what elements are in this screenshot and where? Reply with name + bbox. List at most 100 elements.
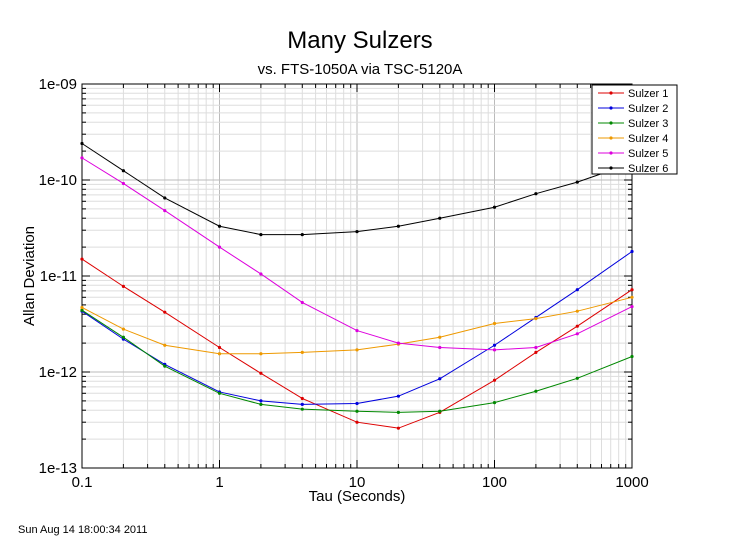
data-point [492, 401, 497, 405]
data-point [163, 343, 167, 347]
data-point [630, 249, 634, 254]
legend-marker [609, 106, 613, 110]
data-point [396, 224, 400, 228]
data-point [492, 321, 497, 326]
data-point [259, 399, 263, 403]
x-tick-label: 0.1 [72, 474, 93, 491]
data-point [492, 343, 497, 347]
data-point [121, 327, 125, 331]
data-point [80, 156, 84, 160]
y-tick-label: 1e-09 [39, 76, 77, 93]
y-axis-label: Allan Deviation [21, 226, 38, 326]
y-tick-label: 1e-10 [39, 172, 77, 189]
data-point [300, 402, 304, 406]
data-point [492, 348, 497, 352]
legend-marker [609, 151, 613, 155]
data-point [575, 309, 579, 313]
legend-entry-4: Sulzer 4 [598, 133, 668, 145]
data-point [259, 272, 263, 276]
legend-entry-6: Sulzer 6 [598, 163, 668, 175]
data-point [355, 230, 359, 234]
data-point [492, 378, 497, 382]
legend-label: Sulzer 3 [628, 118, 668, 130]
data-point [438, 216, 442, 220]
data-point [355, 401, 359, 406]
data-point [217, 245, 222, 249]
data-point [217, 352, 222, 356]
data-point [355, 409, 359, 413]
data-point [121, 169, 125, 173]
data-point [355, 328, 359, 333]
x-tick-label: 1 [215, 474, 223, 491]
axis-ticks: 0.1 1 10 100 1000 1e-13 1e-12 1e-11 1e-10 1e-09 [39, 76, 649, 491]
legend-label: Sulzer 2 [628, 103, 668, 115]
legend-marker [609, 166, 613, 170]
legend-marker [609, 136, 613, 140]
y-tick-label: 1e-13 [39, 460, 77, 477]
legend-label: Sulzer 1 [628, 88, 668, 100]
data-point [534, 192, 538, 196]
data-point [575, 180, 579, 184]
data-point [355, 348, 359, 352]
data-point [396, 410, 400, 414]
data-point [121, 284, 125, 288]
data-point [217, 391, 222, 395]
series-6 [80, 141, 634, 237]
data-point [300, 300, 304, 305]
legend-box [591, 84, 678, 175]
data-point [259, 232, 263, 237]
data-point [259, 371, 263, 375]
data-point [534, 316, 538, 321]
data-point [438, 345, 442, 350]
data-point [534, 345, 538, 350]
legend-marker [609, 121, 613, 125]
legend-entry-1: Sulzer 1 [598, 88, 668, 100]
data-point [575, 288, 579, 292]
data-point [80, 308, 84, 312]
data-point [259, 352, 263, 356]
data-point [438, 335, 442, 339]
data-point [121, 335, 125, 339]
data-point [575, 376, 579, 380]
data-point [438, 377, 442, 381]
data-point [630, 295, 634, 299]
legend-entry-2: Sulzer 2 [598, 103, 668, 115]
legend: Sulzer 1 Sulzer 2 Sulzer 3 Sulzer 4 Sulzer 5… [591, 84, 678, 175]
data-point [300, 407, 304, 411]
data-point [355, 420, 359, 424]
data-point [217, 224, 222, 228]
data-point [163, 310, 167, 314]
legend-label: Sulzer 6 [628, 163, 668, 175]
data-point [396, 426, 400, 430]
data-point [80, 305, 84, 310]
x-tick-label: 1000 [615, 474, 648, 491]
data-point [217, 345, 222, 350]
y-tick-label: 1e-11 [40, 268, 77, 285]
data-point [534, 350, 538, 355]
data-point [630, 305, 634, 309]
data-point [163, 209, 167, 213]
data-point [575, 332, 579, 336]
data-point [575, 324, 579, 328]
y-tick-label: 1e-12 [39, 364, 77, 381]
data-point [121, 181, 125, 186]
series-lines [80, 141, 634, 430]
data-point [438, 409, 442, 413]
data-point [80, 257, 84, 261]
chart-subtitle: vs. FTS-1050A via TSC-5120A [258, 61, 463, 78]
data-point [534, 389, 538, 393]
legend-entry-3: Sulzer 3 [598, 118, 668, 130]
x-tick-label: 10 [349, 474, 366, 491]
footer-timestamp: Sun Aug 14 18:00:34 2011 [18, 524, 147, 536]
data-point [163, 364, 167, 368]
legend-entry-5: Sulzer 5 [598, 148, 668, 160]
data-point [396, 394, 400, 398]
legend-marker [609, 91, 613, 95]
series-5 [80, 156, 634, 352]
data-point [259, 402, 263, 406]
x-tick-label: 100 [482, 474, 507, 491]
data-point [300, 350, 304, 355]
series-4 [80, 295, 634, 356]
data-point [630, 354, 634, 359]
